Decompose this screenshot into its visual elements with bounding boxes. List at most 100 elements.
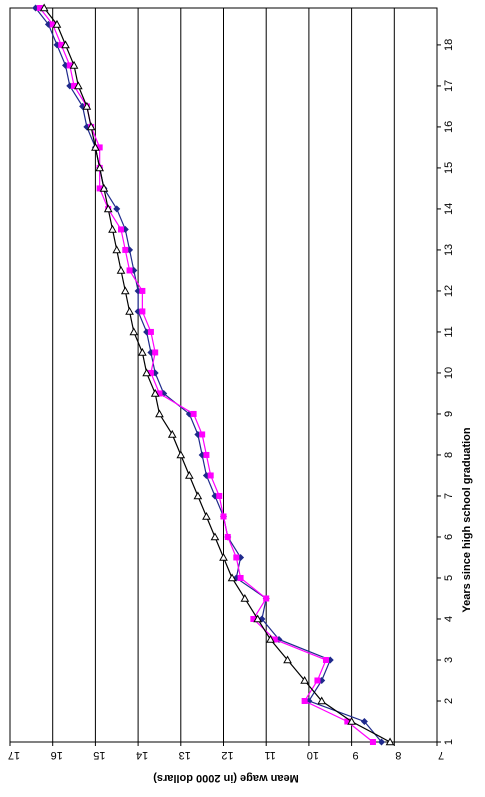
data-point — [301, 697, 308, 704]
y-tick-label: 7 — [438, 749, 444, 761]
data-point — [271, 636, 278, 643]
y-tick-label: 8 — [395, 749, 401, 761]
data-point — [377, 738, 385, 746]
data-point — [184, 470, 194, 479]
x-tick-label: 9 — [443, 411, 455, 417]
data-point — [216, 492, 223, 499]
x-tick-label: 3 — [443, 657, 455, 663]
y-tick-label: 9 — [353, 749, 359, 761]
series-group — [32, 3, 395, 746]
data-point — [199, 431, 206, 438]
y-tick-label: 12 — [221, 749, 233, 761]
x-tick-label: 13 — [443, 244, 455, 256]
data-point — [203, 451, 210, 458]
data-point — [322, 656, 329, 663]
x-tick-label: 4 — [443, 616, 455, 622]
y-tick-label: 17 — [8, 749, 20, 761]
data-point — [240, 593, 250, 602]
data-point — [120, 286, 130, 295]
data-point — [360, 717, 368, 725]
x-tick-label: 1 — [443, 739, 455, 745]
x-tick-label: 12 — [443, 285, 455, 297]
data-point — [250, 615, 257, 622]
data-point — [66, 62, 73, 69]
data-point — [96, 185, 103, 192]
data-point — [193, 491, 203, 500]
data-point — [139, 287, 146, 294]
data-point — [344, 718, 351, 725]
data-point — [207, 472, 214, 479]
data-point — [118, 226, 125, 233]
data-point — [266, 634, 275, 643]
data-point — [95, 163, 105, 172]
data-point — [190, 410, 197, 417]
data-point — [113, 205, 121, 213]
y-tick-label: 14 — [136, 749, 148, 761]
data-point — [52, 19, 62, 28]
data-point — [73, 81, 83, 90]
data-point — [147, 369, 154, 376]
x-tick-label: 16 — [443, 121, 455, 133]
data-point — [126, 267, 133, 274]
x-axis-title: Years since high school graduation — [461, 427, 473, 612]
data-point — [385, 737, 395, 746]
data-point — [129, 327, 139, 336]
data-point — [156, 390, 163, 397]
data-point — [96, 144, 103, 151]
data-point — [142, 368, 151, 377]
y-tick-label: 15 — [93, 749, 105, 761]
data-point — [86, 122, 96, 131]
data-point — [300, 675, 309, 684]
x-tick-label: 6 — [443, 534, 455, 540]
data-point — [49, 21, 56, 28]
data-point — [283, 655, 292, 664]
data-point — [150, 388, 160, 397]
y-axis-ticks: 7 8 9 10 11 12 13 14 15 16 17 — [8, 742, 444, 761]
x-tick-label: 18 — [443, 39, 455, 51]
data-point — [103, 204, 113, 213]
data-point — [99, 183, 109, 192]
data-point — [108, 224, 117, 233]
data-point — [176, 450, 186, 459]
data-point — [125, 306, 134, 315]
data-point — [71, 82, 78, 89]
data-point — [224, 533, 231, 540]
x-tick-label: 8 — [443, 452, 455, 458]
x-tick-label: 7 — [443, 493, 455, 499]
x-tick-label: 17 — [443, 80, 455, 92]
data-point — [219, 552, 228, 561]
data-point — [138, 347, 147, 356]
data-point — [233, 554, 240, 561]
data-point — [253, 614, 263, 623]
y-axis-title: Mean wage (in 2000 dollars) — [153, 772, 299, 784]
data-point — [237, 574, 244, 581]
gridlines — [52, 8, 395, 742]
x-tick-label: 5 — [443, 575, 455, 581]
data-point — [369, 739, 376, 745]
data-point — [61, 40, 70, 49]
x-tick-label: 10 — [443, 367, 455, 379]
y-tick-label: 10 — [307, 749, 319, 761]
y-tick-label: 11 — [264, 749, 275, 761]
data-point — [36, 5, 43, 11]
data-point — [116, 265, 126, 274]
data-point — [58, 41, 65, 48]
x-tick-label: 14 — [443, 203, 455, 215]
y-tick-label: 16 — [51, 749, 63, 761]
data-point — [39, 3, 49, 12]
y-tick-label: 13 — [179, 749, 191, 761]
data-point — [82, 101, 92, 110]
data-point — [210, 532, 220, 541]
data-point — [152, 349, 159, 356]
data-point — [91, 142, 100, 151]
data-point — [167, 429, 177, 438]
data-point — [263, 595, 270, 602]
data-point — [122, 246, 129, 253]
data-point — [227, 573, 237, 582]
data-point — [139, 308, 146, 315]
x-tick-label: 11 — [443, 326, 455, 337]
data-point — [347, 716, 356, 725]
x-tick-label: 2 — [443, 698, 455, 704]
